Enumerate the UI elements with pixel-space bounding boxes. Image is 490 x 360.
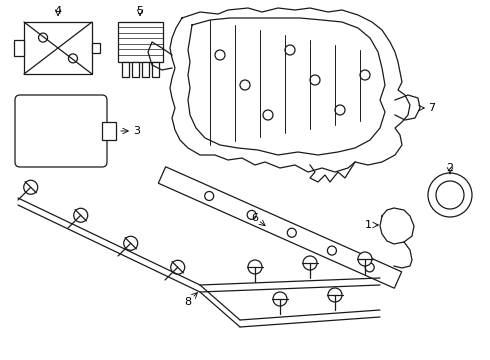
- Polygon shape: [142, 62, 149, 77]
- Circle shape: [285, 45, 295, 55]
- Text: 4: 4: [54, 6, 62, 16]
- Text: 7: 7: [428, 103, 436, 113]
- Circle shape: [215, 50, 225, 60]
- Text: 2: 2: [446, 163, 454, 173]
- Circle shape: [171, 260, 185, 274]
- Circle shape: [428, 173, 472, 217]
- Circle shape: [287, 228, 296, 237]
- Polygon shape: [118, 22, 163, 62]
- FancyBboxPatch shape: [15, 95, 107, 167]
- Circle shape: [247, 210, 256, 219]
- Text: 8: 8: [184, 297, 192, 307]
- Text: 3: 3: [133, 126, 141, 136]
- Circle shape: [310, 75, 320, 85]
- Text: 5: 5: [137, 6, 144, 16]
- Polygon shape: [122, 62, 129, 77]
- Circle shape: [39, 33, 48, 42]
- Polygon shape: [158, 167, 402, 288]
- Circle shape: [240, 80, 250, 90]
- Circle shape: [365, 263, 374, 272]
- Polygon shape: [152, 62, 159, 77]
- Polygon shape: [102, 122, 116, 140]
- Circle shape: [436, 181, 464, 209]
- Polygon shape: [132, 62, 139, 77]
- Text: 1: 1: [365, 220, 371, 230]
- Circle shape: [205, 192, 214, 201]
- Polygon shape: [14, 40, 24, 56]
- Circle shape: [360, 70, 370, 80]
- Circle shape: [124, 236, 138, 250]
- Circle shape: [328, 288, 342, 302]
- Circle shape: [74, 208, 88, 222]
- Circle shape: [248, 260, 262, 274]
- Circle shape: [327, 246, 337, 255]
- Circle shape: [358, 252, 372, 266]
- Circle shape: [303, 256, 317, 270]
- Circle shape: [69, 54, 77, 63]
- Polygon shape: [92, 43, 100, 53]
- Circle shape: [263, 110, 273, 120]
- Text: 6: 6: [251, 213, 259, 223]
- Circle shape: [24, 180, 38, 194]
- Circle shape: [273, 292, 287, 306]
- Polygon shape: [24, 22, 92, 74]
- Circle shape: [335, 105, 345, 115]
